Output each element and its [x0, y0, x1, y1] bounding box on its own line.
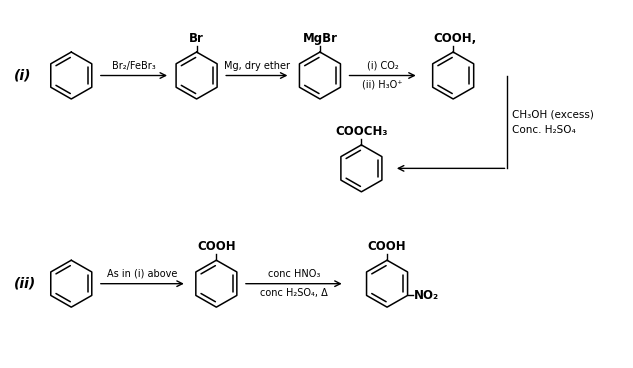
- Text: Conc. H₂SO₄: Conc. H₂SO₄: [512, 125, 576, 135]
- Text: COOCH₃: COOCH₃: [335, 125, 387, 138]
- Text: COOH: COOH: [368, 240, 406, 254]
- Text: Br: Br: [189, 32, 204, 45]
- Text: COOH: COOH: [197, 240, 235, 254]
- Text: Br₂/FeBr₃: Br₂/FeBr₃: [112, 61, 156, 71]
- Text: As in (i) above: As in (i) above: [107, 269, 177, 279]
- Text: (i): (i): [14, 68, 32, 82]
- Text: (ii) H₃O⁺: (ii) H₃O⁺: [362, 79, 403, 89]
- Text: NO₂: NO₂: [413, 289, 439, 302]
- Text: conc HNO₃: conc HNO₃: [268, 269, 320, 279]
- Text: (ii): (ii): [14, 277, 36, 291]
- Text: conc H₂SO₄, Δ: conc H₂SO₄, Δ: [260, 288, 328, 298]
- Text: COOH,: COOH,: [434, 32, 477, 45]
- Text: (i) CO₂: (i) CO₂: [367, 61, 399, 71]
- Text: CH₃OH (excess): CH₃OH (excess): [512, 109, 594, 119]
- Text: Mg, dry ether: Mg, dry ether: [224, 61, 290, 71]
- Text: MgBr: MgBr: [303, 32, 337, 45]
